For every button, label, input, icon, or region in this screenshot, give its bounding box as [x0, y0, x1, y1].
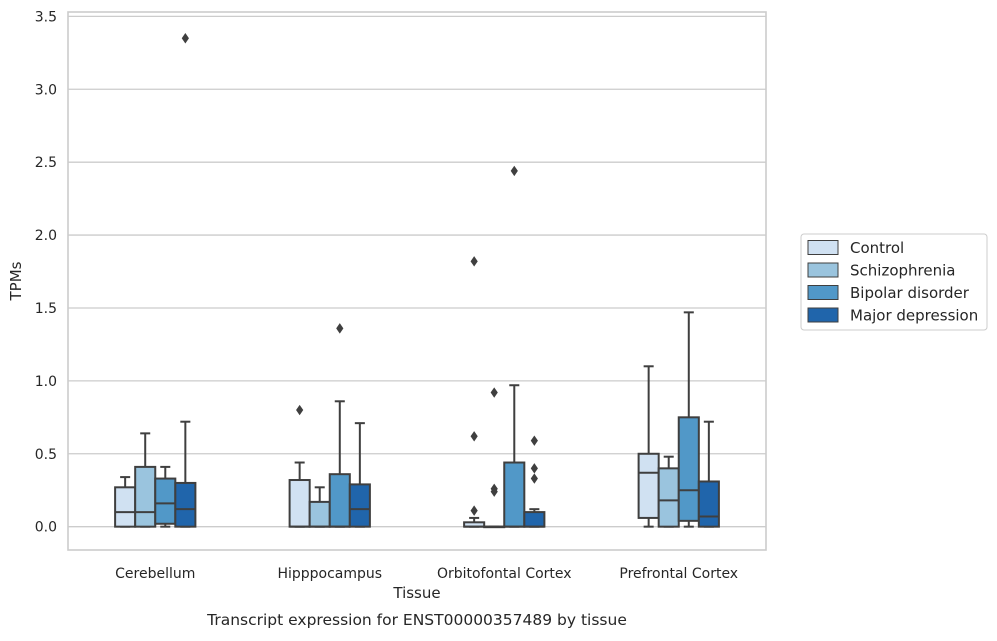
legend-frame	[800, 233, 988, 331]
box-iqr	[308, 500, 331, 528]
box-control	[114, 476, 137, 528]
legend-label: Bipolar disorder	[850, 284, 970, 302]
y-tick-labels: 0.0 0.5 1.0 1.5 2.0 2.5 3.0 3.5	[35, 9, 57, 535]
box-iqr	[328, 473, 351, 528]
outlier-point	[470, 431, 478, 442]
legend-swatch	[807, 285, 839, 300]
outlier-point	[181, 33, 189, 44]
box-major-depression	[348, 422, 371, 528]
box-control	[288, 404, 311, 528]
y-tick-label: 1.0	[35, 374, 57, 390]
box-iqr	[288, 479, 311, 528]
box-control	[637, 365, 660, 528]
y-tick-label: 1.5	[35, 301, 57, 317]
box-iqr	[134, 465, 157, 528]
x-tick-labels: Cerebellum Hipppocampus Orbitofontal Corte…	[115, 566, 738, 582]
x-tick-label: Cerebellum	[115, 566, 195, 582]
box-control	[463, 256, 486, 528]
y-axis-label: TPMs	[7, 261, 25, 301]
y-tick-label: 2.5	[35, 155, 57, 171]
outlier-point	[510, 165, 518, 177]
outlier-point	[296, 404, 304, 416]
box-bipolar-disorder	[328, 323, 351, 528]
outlier-point	[470, 256, 478, 267]
y-tick-label: 3.5	[35, 9, 57, 25]
chart-caption: Transcript expression for ENST0000035748…	[206, 611, 627, 629]
box-iqr	[637, 452, 660, 519]
y-tick-label: 2.0	[35, 228, 57, 244]
outlier-point	[530, 473, 538, 484]
y-tick-label: 0.0	[35, 520, 57, 536]
legend-swatch	[807, 240, 839, 255]
outlier-point	[336, 323, 344, 334]
box-schizophrenia	[657, 455, 680, 528]
box-bipolar-disorder	[677, 311, 700, 528]
x-tick-label: Prefrontal Cortex	[619, 566, 738, 582]
box-schizophrenia	[308, 486, 331, 528]
box-iqr	[174, 481, 197, 528]
y-tick-label: 0.5	[35, 447, 57, 463]
outlier-point	[490, 486, 498, 497]
box-iqr	[503, 461, 526, 528]
box-major-depression	[697, 420, 720, 528]
y-tick-label: 3.0	[35, 82, 57, 98]
legend-swatch	[807, 307, 839, 323]
box-schizophrenia	[134, 432, 157, 528]
box-bipolar-disorder	[154, 465, 177, 528]
box-major-depression	[174, 33, 197, 528]
box-iqr	[677, 416, 700, 522]
boxes	[114, 33, 720, 529]
legend-label: Schizophrenia	[850, 262, 955, 280]
box-schizophrenia	[483, 387, 506, 529]
outlier-point	[470, 505, 478, 516]
box-iqr	[657, 467, 680, 528]
x-tick-label: Hipppocampus	[277, 566, 382, 582]
box-major-depression	[523, 435, 546, 528]
x-tick-label: Orbitofontal Cortex	[437, 566, 572, 582]
gridlines	[68, 15, 766, 528]
legend-label: Major depression	[850, 307, 978, 325]
box-iqr	[523, 511, 546, 528]
x-axis-label: Tissue	[392, 584, 440, 602]
legend-swatch	[807, 262, 839, 278]
plot-frame	[67, 11, 767, 551]
legend-label: Control	[850, 239, 904, 257]
box-iqr	[154, 477, 177, 525]
outlier-point	[530, 463, 538, 474]
box-iqr	[348, 483, 371, 528]
box-iqr	[697, 480, 720, 528]
outlier-point	[530, 435, 538, 446]
box-iqr	[114, 486, 137, 528]
legend-items: Control Schizophrenia Bipolar disorder Majo…	[807, 239, 978, 325]
outlier-point	[490, 387, 498, 398]
box-bipolar-disorder	[503, 165, 526, 528]
legend: Control Schizophrenia Bipolar disorder Majo…	[800, 233, 988, 331]
